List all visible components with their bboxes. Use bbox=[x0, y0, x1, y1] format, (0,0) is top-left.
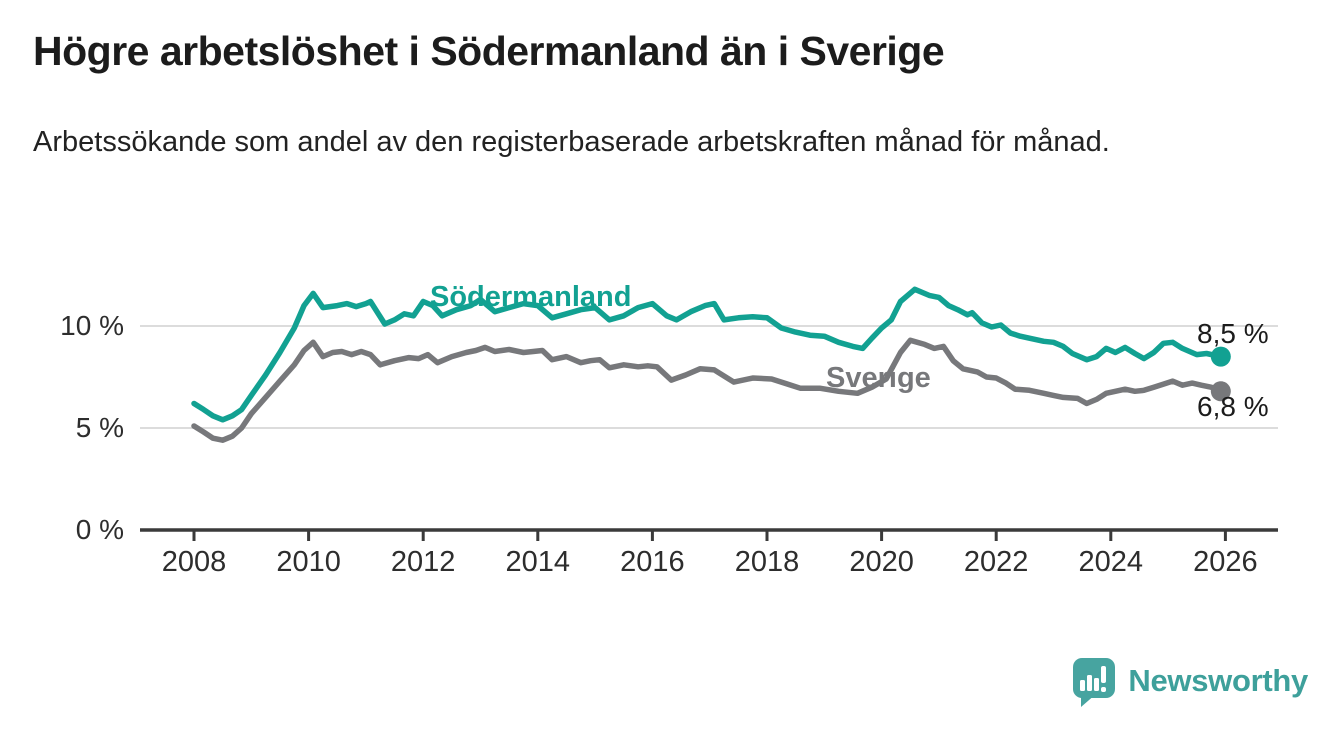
newsworthy-logo-icon bbox=[1073, 658, 1116, 707]
series-line-sverige bbox=[191, 337, 1224, 443]
newsworthy-logo: Newsworthy bbox=[1072, 654, 1308, 708]
x-tick-label: 2026 bbox=[1193, 546, 1258, 578]
y-tick-label: 0 % bbox=[75, 514, 124, 545]
page-title: Högre arbetslöshet i Södermanland än i S… bbox=[33, 28, 945, 74]
x-tick-label: 2020 bbox=[849, 546, 914, 578]
x-tick-label: 2012 bbox=[390, 546, 456, 578]
end-value-sverige: 6,8 % bbox=[1197, 391, 1269, 422]
x-tick-label: 2022 bbox=[963, 546, 1029, 578]
series-end-dot-södermanland bbox=[1210, 346, 1231, 367]
x-tick-label: 2016 bbox=[620, 546, 685, 578]
x-tick-label: 2010 bbox=[276, 546, 341, 578]
y-tick-label: 10 % bbox=[60, 310, 124, 341]
chart-subtitle: Arbetssökande som andel av den registerb… bbox=[33, 126, 1110, 158]
newsworthy-logo-text: Newsworthy bbox=[1128, 663, 1308, 698]
x-tick-label: 2008 bbox=[161, 546, 227, 578]
series-end-dot-sverige bbox=[1210, 381, 1231, 402]
x-tick-label: 2018 bbox=[734, 546, 800, 578]
x-tick-label: 2014 bbox=[505, 546, 571, 578]
series-label-sverige: Sverige bbox=[826, 362, 931, 394]
end-value-sodermanland: 8,5 % bbox=[1197, 318, 1269, 349]
series-line-södermanland bbox=[191, 286, 1224, 423]
series-label-sodermanland: Södermanland bbox=[430, 281, 632, 313]
x-tick-label: 2024 bbox=[1078, 546, 1144, 578]
y-tick-label: 5 % bbox=[75, 412, 124, 443]
